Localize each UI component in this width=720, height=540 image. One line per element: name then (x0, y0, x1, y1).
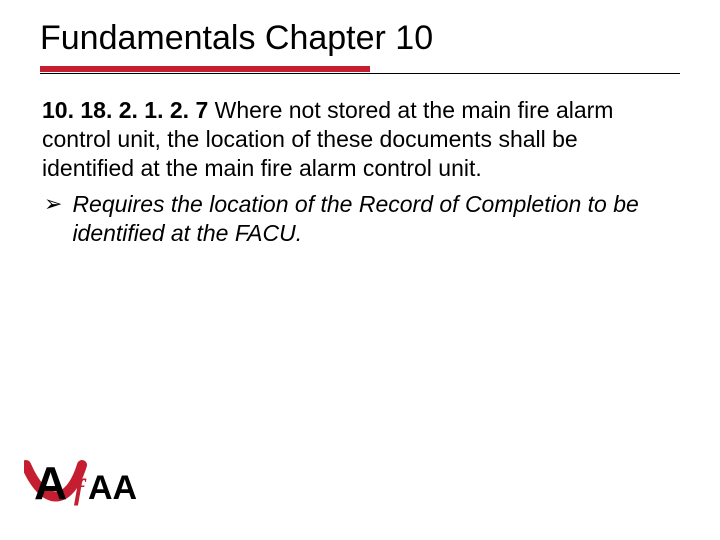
slide-title: Fundamentals Chapter 10 (40, 18, 680, 58)
afaa-logo: A f AA (24, 455, 154, 520)
logo-letters-aa: AA (88, 469, 137, 507)
logo-letter-f: f (74, 473, 87, 506)
body-paragraph: 10. 18. 2. 1. 2. 7 Where not stored at t… (40, 96, 640, 182)
underline-thick-red (40, 66, 370, 72)
bullet-text: Requires the location of the Record of C… (72, 190, 640, 248)
slide-container: Fundamentals Chapter 10 10. 18. 2. 1. 2.… (0, 0, 720, 540)
section-number: 10. 18. 2. 1. 2. 7 (42, 97, 208, 123)
logo-letter-a: A (34, 457, 67, 509)
underline-thin-black (40, 73, 680, 74)
bullet-item: ➢ Requires the location of the Record of… (40, 190, 640, 248)
title-underline (40, 66, 680, 76)
chevron-right-icon: ➢ (44, 190, 62, 218)
